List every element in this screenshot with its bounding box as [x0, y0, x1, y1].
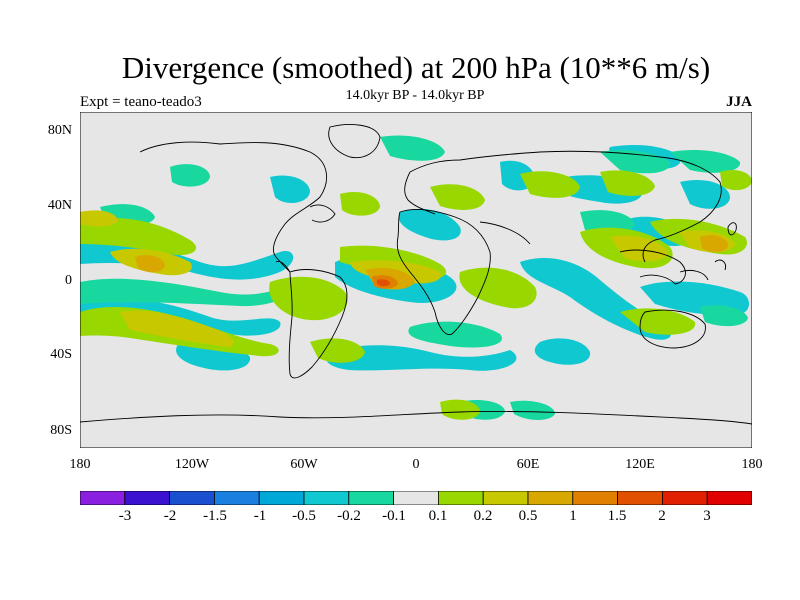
lat-label-40n: 40N	[47, 198, 72, 213]
colorbar-box	[437, 491, 484, 505]
colorbar-label: 2	[658, 508, 666, 524]
colorbar-label: 0.2	[473, 508, 493, 524]
lon-label-60w: 60W	[290, 457, 318, 472]
colorbar-label: -0.2	[337, 508, 361, 524]
time-range-subtitle: 14.0kyr BP - 14.0kyr BP	[345, 88, 485, 103]
map-title: Divergence (smoothed) at 200 hPa (10**6 …	[121, 50, 711, 85]
colorbar-box	[662, 491, 708, 505]
colorbar-box	[303, 491, 350, 505]
experiment-label: Expt = teano-teado3	[80, 94, 202, 110]
lat-label-80n: 80N	[47, 123, 72, 138]
lon-label-120w: 120W	[174, 457, 210, 472]
colorbar-label: 1.5	[607, 508, 627, 524]
colorbar-label: 1	[569, 508, 577, 524]
lon-label-0: 0	[412, 457, 420, 472]
colorbar-box	[169, 491, 215, 505]
colorbar-box	[482, 491, 529, 505]
lat-label-40s: 40S	[50, 347, 72, 362]
lon-label-120e: 120E	[625, 457, 655, 472]
colorbar-label: -1.5	[203, 508, 227, 524]
colorbar-box	[124, 491, 170, 505]
lon-label-180e: 180	[741, 457, 763, 472]
colorbar-box	[393, 491, 439, 505]
colorbar-boxes	[80, 491, 752, 505]
colorbar-label: -1	[253, 508, 267, 524]
colorbar-box	[527, 491, 574, 505]
colorbar-box	[706, 491, 752, 505]
colorbar-label: 0.1	[428, 508, 448, 524]
colorbar-label: 3	[703, 508, 711, 524]
lon-label-180w: 180	[69, 457, 91, 472]
lat-label-0: 0	[65, 273, 72, 288]
season-label: JJA	[726, 94, 752, 110]
colorbar-box	[80, 491, 126, 505]
colorbar-label: -0.5	[292, 508, 316, 524]
divergence-map	[80, 112, 752, 448]
colorbar-label: -2	[163, 508, 177, 524]
coastlines	[80, 124, 752, 425]
colorbar-box	[617, 491, 663, 505]
colorbar-label: -0.1	[382, 508, 406, 524]
colorbar-box	[348, 491, 394, 505]
colorbar-label: 0.5	[518, 508, 538, 524]
divergence-field	[80, 135, 752, 420]
colorbar-box	[213, 491, 260, 505]
colorbar-label: -3	[118, 508, 132, 524]
lon-label-60e: 60E	[516, 457, 540, 472]
colorbar-box	[572, 491, 618, 505]
colorbar-box	[258, 491, 305, 505]
colorbar	[80, 491, 752, 505]
lat-label-80s: 80S	[50, 423, 72, 438]
